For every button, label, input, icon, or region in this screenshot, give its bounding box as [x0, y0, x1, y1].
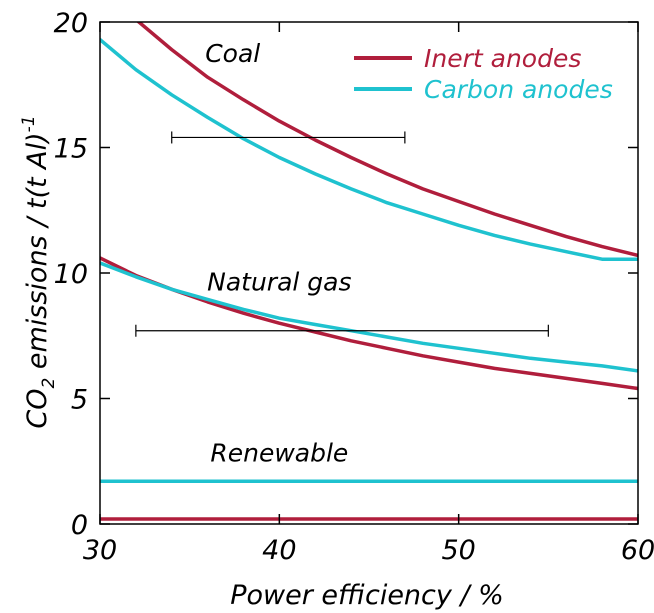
- series-line-natural-gas-carbon: [100, 261, 638, 373]
- y-tick-label: 15: [54, 134, 88, 165]
- range-bars: [135, 131, 549, 337]
- annotations: Coal Natural gas Renewable: [205, 39, 351, 467]
- x-tick-label: 30: [83, 535, 117, 566]
- y-axis-label: CO2 emissions / t(t Al)-1: [19, 115, 59, 428]
- annotation-natural-gas: Natural gas: [207, 268, 351, 297]
- plot-lines: [100, 22, 638, 521]
- x-tick-label: 50: [441, 535, 475, 566]
- x-tick-label: 40: [262, 535, 296, 566]
- annotation-renewable: Renewable: [210, 438, 348, 467]
- annotation-coal: Coal: [205, 39, 260, 68]
- range-bar-natural-gas: [135, 324, 549, 337]
- x-tick-label: 60: [621, 535, 654, 566]
- y-tick-label: 20: [54, 8, 88, 39]
- y-label-subscript: 2: [39, 378, 59, 389]
- series-line-coal-carbon: [100, 37, 638, 261]
- y-tick-label: 10: [54, 259, 88, 290]
- y-label-main: CO: [22, 389, 53, 429]
- ticks: [99, 21, 639, 525]
- x-axis-label: Power efficiency / %: [230, 580, 504, 611]
- legend-entry-inert-anodes: Inert anodes: [354, 44, 581, 73]
- y-label-rest: emissions / t(t Al): [22, 132, 53, 377]
- tick-labels: 30 40 50 60 0 5 10 15 20: [54, 8, 654, 566]
- legend-label: Carbon anodes: [424, 75, 613, 104]
- y-label-superscript: -1: [19, 115, 39, 132]
- series-line-coal-inert: [136, 22, 638, 258]
- range-bar-coal: [171, 131, 406, 144]
- series-line-natural-gas-inert: [100, 256, 638, 391]
- legend-label: Inert anodes: [424, 44, 581, 73]
- legend-entry-carbon-anodes: Carbon anodes: [354, 75, 613, 104]
- y-tick-label: 0: [71, 510, 88, 541]
- y-tick-label: 5: [71, 385, 88, 416]
